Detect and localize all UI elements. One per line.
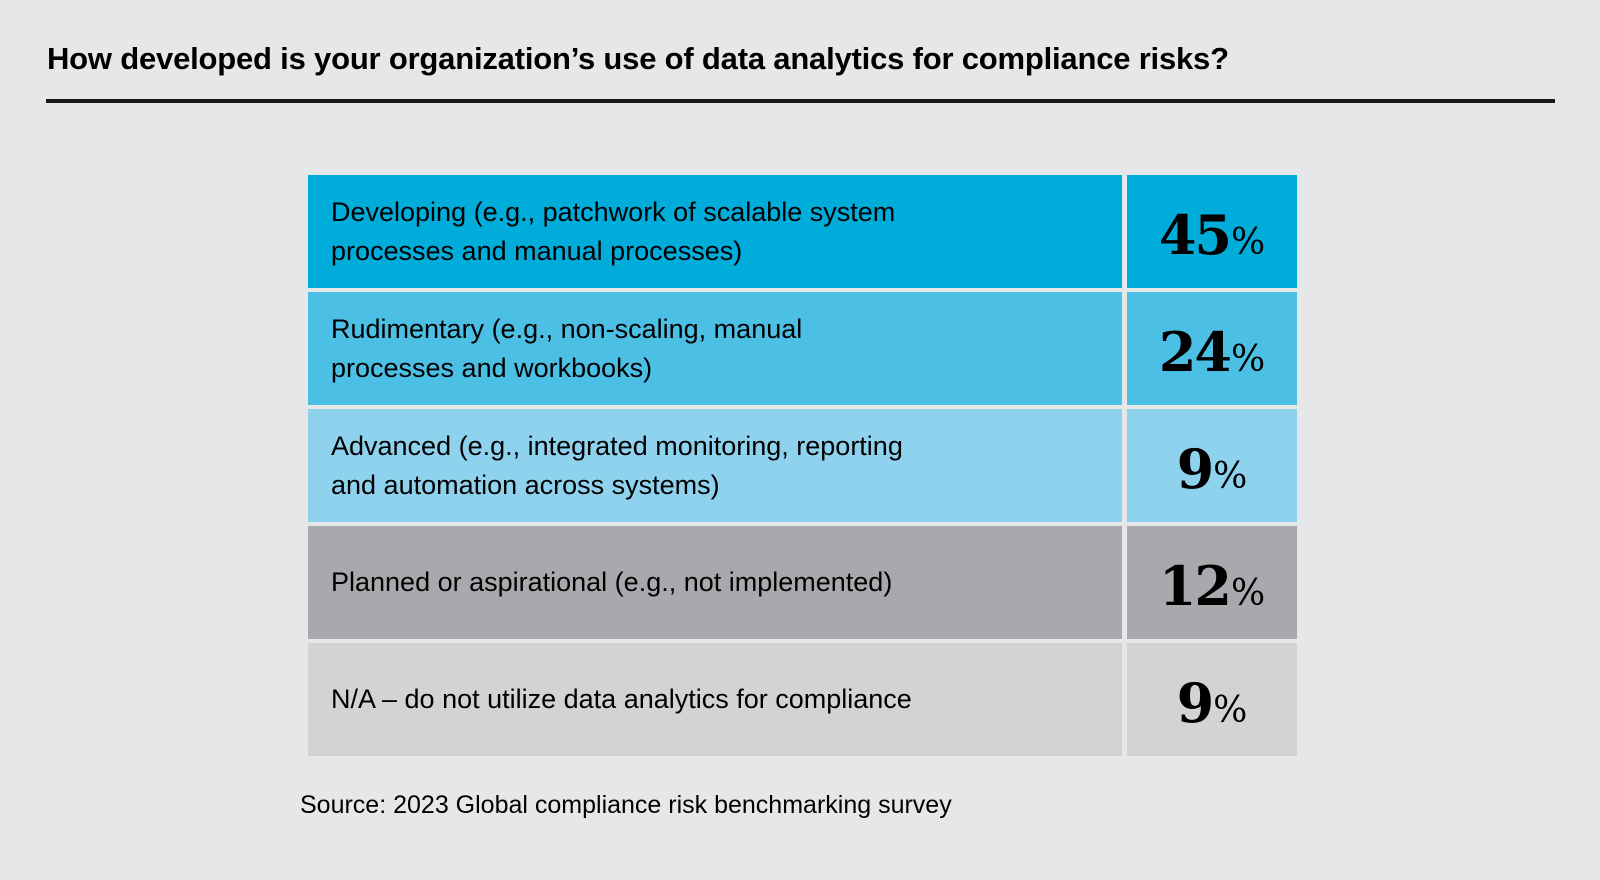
percent-sign: % xyxy=(1230,572,1266,614)
value-cell: 9% xyxy=(1127,409,1297,522)
percent-sign: % xyxy=(1230,221,1266,263)
table-row: N/A – do not utilize data analytics for … xyxy=(308,643,1297,756)
category-label-cell: N/A – do not utilize data analytics for … xyxy=(308,643,1122,756)
source-note: Source: 2023 Global compliance risk benc… xyxy=(300,791,952,819)
category-label-cell: Planned or aspirational (e.g., not imple… xyxy=(308,526,1122,639)
table-row: Planned or aspirational (e.g., not imple… xyxy=(308,526,1297,639)
value-group: 45% xyxy=(1159,203,1265,267)
table-row: Rudimentary (e.g., non-scaling, manual p… xyxy=(308,292,1297,405)
value-number: 45 xyxy=(1158,202,1232,267)
value-cell: 45% xyxy=(1127,175,1297,288)
value-group: 12% xyxy=(1159,554,1265,618)
percent-sign: % xyxy=(1230,338,1266,380)
title-rule xyxy=(46,99,1555,103)
value-group: 9% xyxy=(1177,671,1248,735)
percent-sign: % xyxy=(1213,689,1248,731)
table-row: Advanced (e.g., integrated monitoring, r… xyxy=(308,409,1297,522)
value-cell: 12% xyxy=(1127,526,1297,639)
value-number: 9 xyxy=(1176,436,1215,501)
value-group: 9% xyxy=(1177,437,1248,501)
value-number: 24 xyxy=(1158,319,1232,384)
survey-results-table: Developing (e.g., patchwork of scalable … xyxy=(308,175,1297,756)
page-title: How developed is your organization’s use… xyxy=(47,41,1229,76)
value-cell: 24% xyxy=(1127,292,1297,405)
category-label-cell: Developing (e.g., patchwork of scalable … xyxy=(308,175,1122,288)
value-group: 24% xyxy=(1159,320,1265,384)
category-label-cell: Rudimentary (e.g., non-scaling, manual p… xyxy=(308,292,1122,405)
table-row: Developing (e.g., patchwork of scalable … xyxy=(308,175,1297,288)
category-label-cell: Advanced (e.g., integrated monitoring, r… xyxy=(308,409,1122,522)
value-number: 9 xyxy=(1176,670,1215,735)
percent-sign: % xyxy=(1213,455,1248,497)
value-number: 12 xyxy=(1158,553,1232,618)
value-cell: 9% xyxy=(1127,643,1297,756)
